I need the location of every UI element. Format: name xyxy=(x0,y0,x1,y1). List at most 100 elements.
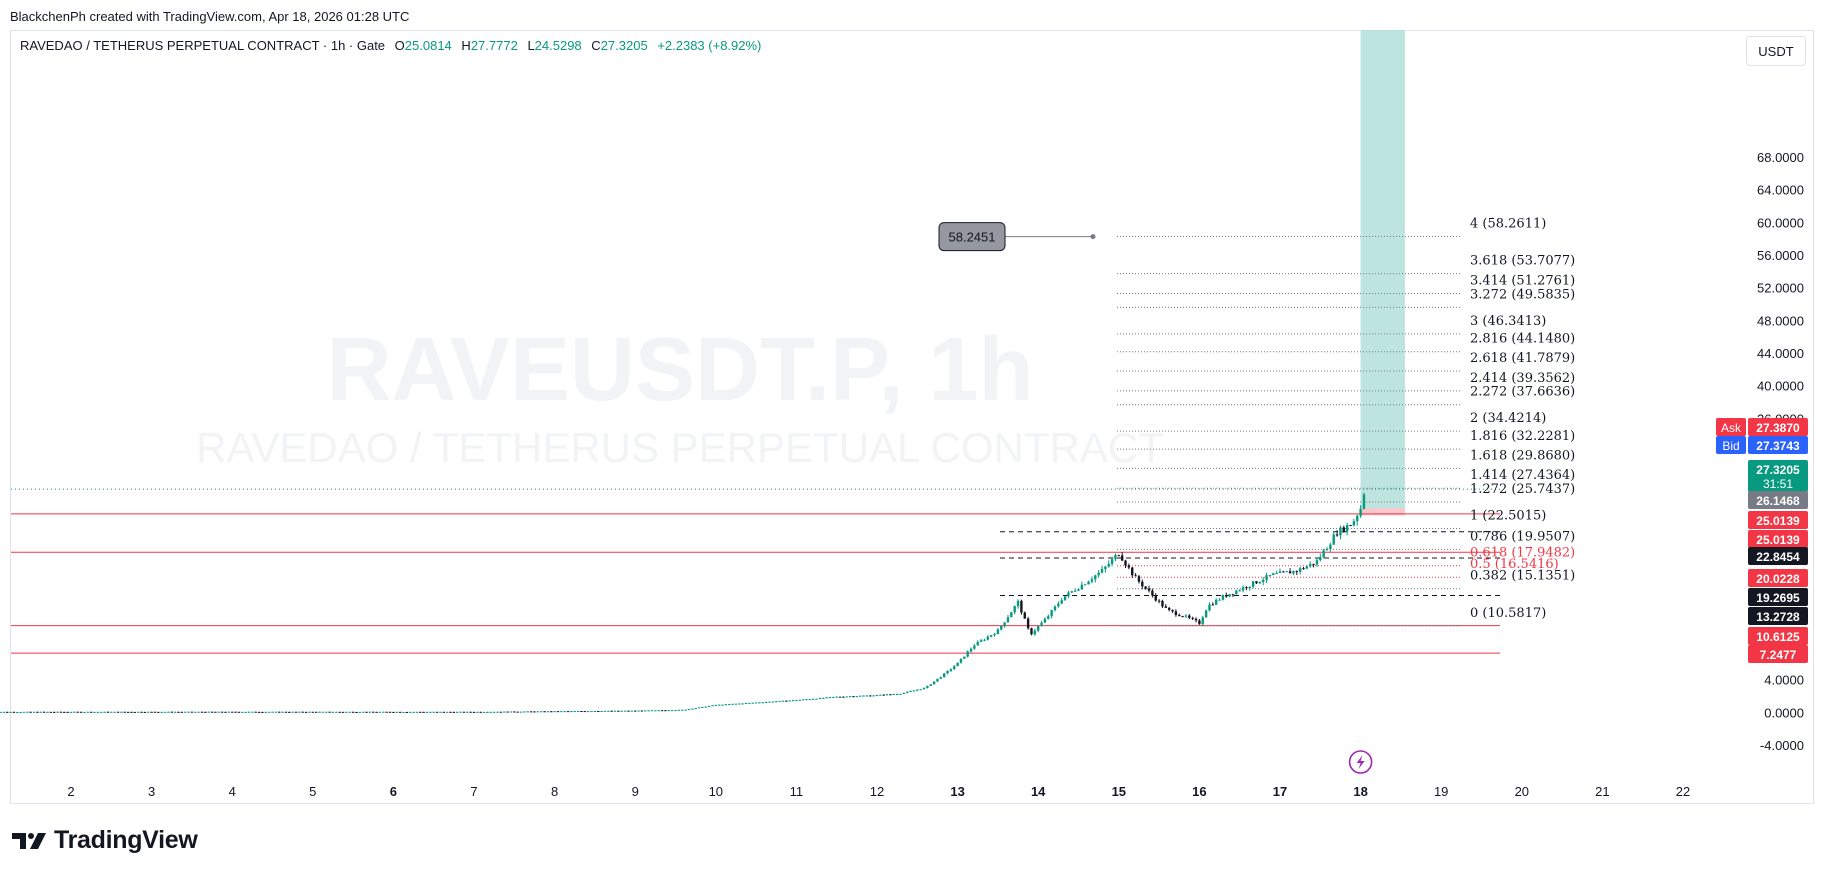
price-axis-tick: 0.0000 xyxy=(1764,705,1804,720)
tradingview-logo[interactable]: TradingView xyxy=(12,826,198,855)
candle-body xyxy=(382,711,385,713)
candle-body xyxy=(818,697,822,699)
candle-body xyxy=(0,711,2,713)
candle-body xyxy=(513,711,516,713)
candle-body xyxy=(1043,618,1047,623)
candle-body xyxy=(204,711,207,713)
candle-body xyxy=(173,711,177,713)
candle-body xyxy=(355,711,358,713)
fib-level-label: 1.618 (29.8680) xyxy=(1470,448,1575,463)
candle-body xyxy=(46,711,49,713)
price-label-tag xyxy=(1748,645,1808,663)
candle-body xyxy=(707,705,711,707)
candle-body xyxy=(865,695,869,697)
candle-body xyxy=(227,711,231,713)
open-value: 25.0814 xyxy=(404,38,452,53)
candle-body xyxy=(1345,525,1349,532)
candle-body xyxy=(1117,555,1120,557)
candle-body xyxy=(942,673,946,678)
high-label: H xyxy=(461,38,471,53)
time-axis-tick: 18 xyxy=(1353,784,1367,799)
fib-level-label: 2.816 (44.1480) xyxy=(1470,332,1575,347)
candle-body xyxy=(93,711,96,713)
candle-body xyxy=(566,711,570,713)
candle-body xyxy=(734,703,738,705)
candle-body xyxy=(859,695,862,697)
candle-body xyxy=(1352,521,1356,526)
candle-body xyxy=(1319,557,1322,561)
candle-body xyxy=(210,711,214,713)
candle-body xyxy=(1016,600,1020,607)
candle-body xyxy=(224,711,227,713)
candle-body xyxy=(738,703,741,705)
candle-body xyxy=(848,696,852,698)
candle-body xyxy=(969,648,973,652)
candle-body xyxy=(398,711,402,713)
candle-body xyxy=(1070,591,1073,593)
candle-body xyxy=(1218,599,1221,601)
candle-body xyxy=(469,711,472,713)
candle-body xyxy=(412,711,415,713)
bid-label-tag xyxy=(1716,436,1746,454)
candle-body xyxy=(1241,587,1245,591)
candle-body xyxy=(1251,581,1255,587)
candle-body xyxy=(153,711,157,713)
time-axis-tick: 5 xyxy=(309,784,316,799)
candle-body xyxy=(429,711,432,713)
candle-body xyxy=(335,711,338,713)
price-axis-tick: 56.0000 xyxy=(1757,248,1804,263)
candle-body xyxy=(828,697,832,699)
candle-body xyxy=(103,711,106,713)
candle-body xyxy=(550,711,553,713)
candle-body xyxy=(1040,622,1043,627)
candle-body xyxy=(711,705,714,707)
candle-body xyxy=(1057,603,1060,607)
candle-body xyxy=(207,711,210,713)
candle-body xyxy=(899,693,902,695)
time-axis-tick: 19 xyxy=(1434,784,1448,799)
fib-level-label: 2 (34.4214) xyxy=(1470,411,1546,426)
symbol-title[interactable]: RAVEDAO / TETHERUS PERPETUAL CONTRACT · … xyxy=(20,38,386,53)
price-label-tag xyxy=(1748,491,1808,509)
candle-body xyxy=(298,711,301,713)
candle-body xyxy=(1188,615,1191,618)
candle-body xyxy=(1050,610,1053,617)
candle-body xyxy=(1292,571,1295,574)
candle-body xyxy=(1080,584,1084,590)
fib-level-label: 2.414 (39.3562) xyxy=(1470,371,1575,386)
currency-button[interactable]: USDT xyxy=(1746,36,1806,66)
chart-frame xyxy=(10,30,1814,804)
candle-body xyxy=(627,710,630,712)
price-label-value: 13.2728 xyxy=(1756,610,1800,624)
candle-body xyxy=(59,711,63,713)
candle-body xyxy=(449,711,452,713)
candle-body xyxy=(294,711,298,713)
candle-body xyxy=(607,710,610,712)
candle-body xyxy=(472,711,476,713)
time-axis-tick: 6 xyxy=(390,784,397,799)
candle-body xyxy=(160,711,163,713)
price-label-value: 19.2695 xyxy=(1756,591,1800,605)
candle-body xyxy=(321,711,325,713)
fib-level-label: 3 (46.3413) xyxy=(1470,314,1546,329)
candle-body xyxy=(378,711,382,713)
candle-body xyxy=(177,711,180,713)
candle-body xyxy=(1325,549,1329,551)
candle-body xyxy=(1349,525,1352,527)
fib-level-label: 0.382 (15.1351) xyxy=(1470,569,1575,584)
candle-body xyxy=(439,711,442,713)
candle-body xyxy=(1235,590,1238,595)
candle-body xyxy=(1087,581,1090,585)
callout-text: 58.2451 xyxy=(949,230,996,245)
open-label: O xyxy=(394,38,405,53)
price-label-tag xyxy=(1748,511,1808,529)
candle-body xyxy=(1154,595,1157,601)
candle-body xyxy=(237,711,241,713)
candle-body xyxy=(623,710,627,712)
candle-body xyxy=(1144,586,1147,589)
candle-body xyxy=(372,711,375,713)
time-axis-tick: 15 xyxy=(1112,784,1126,799)
candle-body xyxy=(801,699,805,701)
ask-label-text: Ask xyxy=(1721,421,1742,435)
